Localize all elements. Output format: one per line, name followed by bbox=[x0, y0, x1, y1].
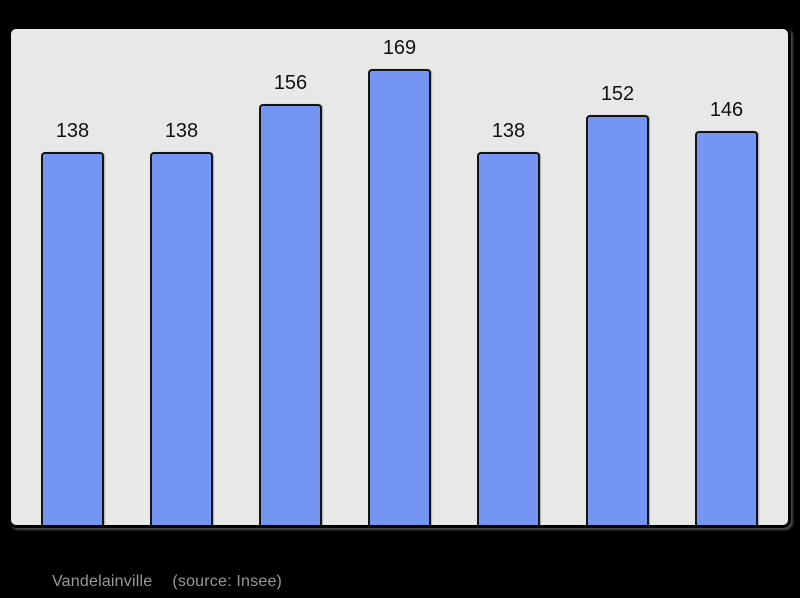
bar-slot: 156 bbox=[259, 72, 322, 525]
bar bbox=[259, 104, 322, 525]
bar bbox=[477, 152, 540, 525]
bar-slot: 146 bbox=[695, 99, 758, 525]
commune-label: Vandelainville bbox=[52, 573, 153, 590]
bar-value-label: 138 bbox=[164, 120, 199, 142]
bar-slot: 138 bbox=[41, 120, 104, 525]
bar-slot: 138 bbox=[477, 120, 540, 525]
source-label: (source: Insee) bbox=[172, 573, 283, 590]
bar bbox=[150, 152, 213, 525]
bar-value-label: 152 bbox=[600, 83, 635, 105]
bar-value-label: 146 bbox=[709, 99, 744, 121]
bar bbox=[41, 152, 104, 525]
bar-slot: 169 bbox=[368, 37, 431, 525]
bar bbox=[368, 69, 431, 525]
bars-container: 138 138 156 169 138 152 146 bbox=[11, 29, 788, 525]
bar bbox=[586, 115, 649, 525]
bar-value-label: 169 bbox=[382, 37, 417, 59]
bar-value-label: 138 bbox=[55, 120, 90, 142]
bar-slot: 138 bbox=[150, 120, 213, 525]
bar-slot: 152 bbox=[586, 83, 649, 525]
bar-value-label: 156 bbox=[273, 72, 308, 94]
bar-value-label: 138 bbox=[491, 120, 526, 142]
chart-panel: 138 138 156 169 138 152 146 bbox=[8, 26, 791, 528]
bar bbox=[695, 131, 758, 525]
chart-footer: Vandelainville (source: Insee) bbox=[52, 572, 282, 591]
